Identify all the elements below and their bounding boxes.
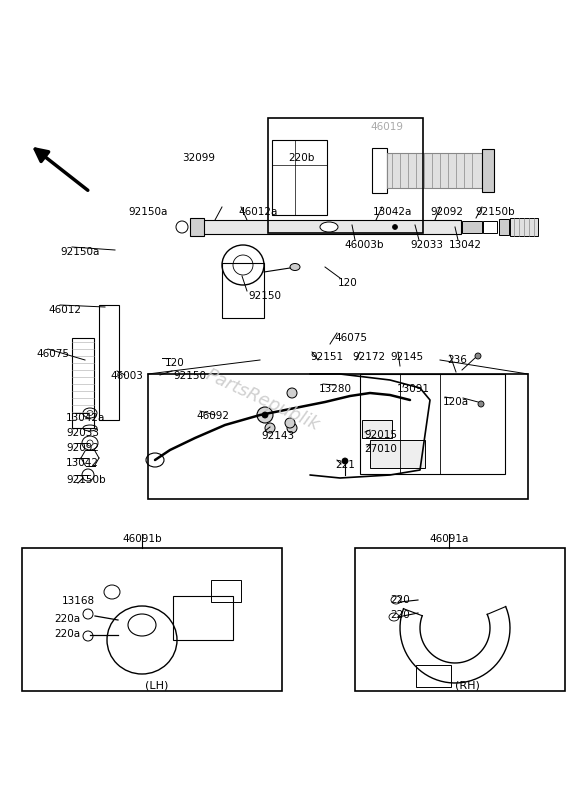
Text: 46092: 46092	[196, 411, 229, 421]
Text: 46012a: 46012a	[238, 207, 277, 217]
Bar	[99, 305, 119, 420]
Text: 46003: 46003	[110, 371, 143, 381]
Bar	[173, 596, 233, 640]
Ellipse shape	[342, 458, 348, 464]
Bar	[22, 548, 282, 691]
Text: (RH): (RH)	[454, 680, 479, 690]
Text: 13042a: 13042a	[373, 207, 412, 217]
Bar	[148, 374, 528, 499]
Ellipse shape	[265, 423, 275, 433]
Text: 46075: 46075	[36, 349, 69, 359]
Text: 236: 236	[447, 355, 467, 365]
Text: 120a: 120a	[443, 397, 469, 407]
Text: 120: 120	[165, 358, 185, 368]
Text: 92150: 92150	[248, 291, 281, 301]
Ellipse shape	[475, 353, 481, 359]
Text: 13042a: 13042a	[66, 413, 105, 423]
Text: 32099: 32099	[182, 153, 215, 163]
Bar	[499, 219, 509, 235]
Ellipse shape	[320, 222, 338, 232]
Bar	[72, 338, 94, 428]
Text: 220: 220	[390, 595, 410, 605]
Text: 221: 221	[335, 460, 355, 470]
Text: 92150b: 92150b	[66, 475, 106, 485]
Text: 46075: 46075	[334, 333, 367, 343]
Text: 92033: 92033	[66, 428, 99, 438]
Text: 13091: 13091	[397, 384, 430, 394]
Ellipse shape	[287, 388, 297, 398]
Text: 120: 120	[338, 278, 358, 288]
Ellipse shape	[176, 221, 188, 233]
Text: 92145: 92145	[390, 352, 423, 362]
Ellipse shape	[146, 453, 164, 467]
Bar	[190, 218, 204, 236]
Text: 13280: 13280	[319, 384, 352, 394]
Bar	[355, 548, 565, 691]
Text: 220b: 220b	[288, 153, 314, 163]
Text: 92150a: 92150a	[128, 207, 168, 217]
Bar	[268, 118, 423, 233]
Ellipse shape	[287, 423, 297, 433]
Text: 46019: 46019	[370, 122, 403, 132]
Text: 46091a: 46091a	[429, 534, 469, 544]
Text: 46091b: 46091b	[122, 534, 162, 544]
Text: 27010: 27010	[364, 444, 397, 454]
Bar	[360, 374, 505, 474]
Bar	[416, 665, 451, 687]
Text: 13042: 13042	[66, 458, 99, 468]
Text: (LH): (LH)	[145, 680, 169, 690]
Bar	[222, 263, 264, 318]
Text: 92172: 92172	[352, 352, 385, 362]
Ellipse shape	[290, 263, 300, 270]
Bar	[211, 580, 241, 602]
Text: 220a: 220a	[54, 629, 80, 639]
Bar	[272, 140, 327, 215]
Bar	[370, 440, 425, 468]
Text: 92150: 92150	[173, 371, 206, 381]
Text: 92151: 92151	[310, 352, 343, 362]
Ellipse shape	[285, 418, 295, 428]
Text: 92143: 92143	[261, 431, 294, 441]
Bar	[510, 218, 538, 236]
Ellipse shape	[392, 225, 398, 230]
Text: 92150b: 92150b	[475, 207, 515, 217]
Text: 46003b: 46003b	[344, 240, 384, 250]
Text: 220: 220	[390, 610, 410, 620]
Text: 13168: 13168	[62, 596, 95, 606]
Text: 92092: 92092	[66, 443, 99, 453]
Bar	[362, 420, 392, 438]
Text: 92092: 92092	[430, 207, 463, 217]
Text: 46012: 46012	[48, 305, 81, 315]
Ellipse shape	[262, 412, 268, 418]
Bar	[372, 148, 387, 193]
Text: 92150a: 92150a	[60, 247, 99, 257]
Bar	[196, 220, 461, 234]
Text: 220a: 220a	[54, 614, 80, 624]
Bar	[482, 149, 494, 192]
Text: 92033: 92033	[410, 240, 443, 250]
Bar	[483, 221, 497, 233]
Text: PartsRepublik: PartsRepublik	[203, 366, 323, 434]
Bar	[387, 153, 482, 188]
Bar	[462, 221, 482, 233]
Ellipse shape	[257, 407, 273, 423]
Text: 92015: 92015	[364, 430, 397, 440]
Ellipse shape	[478, 401, 484, 407]
Text: 13042: 13042	[449, 240, 482, 250]
